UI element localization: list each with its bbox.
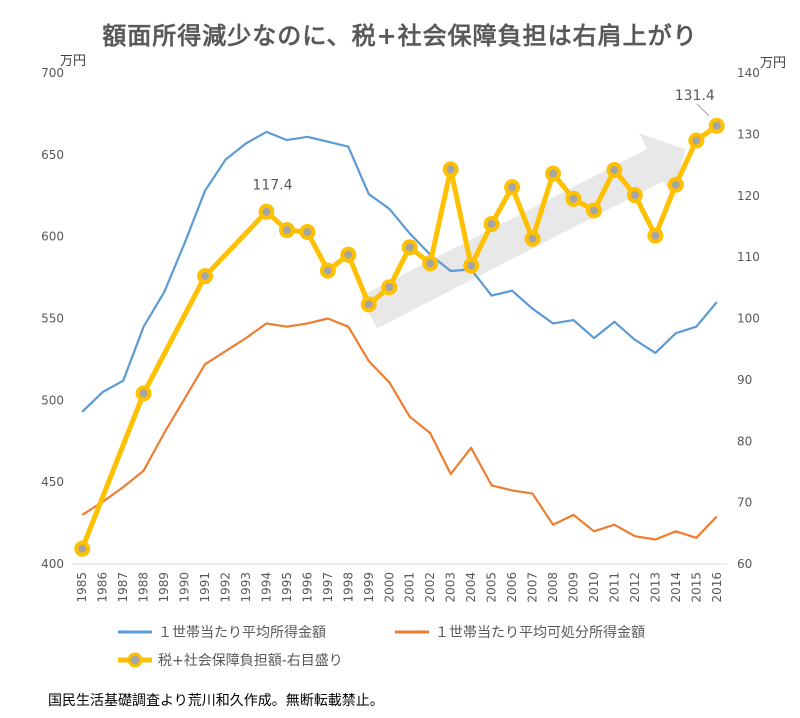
legend-label-burden: 税+社会保障負担額-右目盛り — [158, 653, 343, 669]
burden-point — [610, 165, 619, 174]
source-note: 国民生活基礎調査より荒川和久作成。無断転載禁止。 — [48, 693, 384, 709]
y-left-tick-label: 600 — [41, 230, 64, 244]
burden-point — [549, 169, 558, 178]
legend-swatch-disposable — [395, 630, 429, 634]
burden-point — [569, 194, 578, 203]
burden-point — [303, 227, 312, 236]
burden-point — [323, 266, 332, 275]
x-tick-label: 2009 — [566, 572, 580, 603]
y-right-tick-label: 70 — [737, 496, 752, 510]
burden-point — [262, 207, 271, 216]
burden-point — [201, 272, 210, 281]
x-tick-label: 1994 — [259, 572, 273, 603]
x-tick-label: 1998 — [341, 572, 355, 603]
series-line-disposable — [81, 317, 718, 541]
x-tick-label: 1989 — [157, 572, 171, 603]
burden-point — [385, 283, 394, 292]
legend-label-disposable: １世帯当たり平均可処分所得金額 — [435, 625, 645, 641]
data-label-leader — [696, 103, 710, 117]
y-right-tick-label: 60 — [737, 557, 752, 571]
burden-point — [446, 165, 455, 174]
data-label-2016: 131.4 — [675, 88, 715, 104]
burden-point — [630, 191, 639, 200]
x-tick-label: 2008 — [546, 572, 560, 603]
x-tick-label: 2006 — [505, 572, 519, 603]
x-tick-label: 1986 — [96, 572, 110, 603]
y-left-tick-label: 400 — [41, 557, 64, 571]
y-left-tick-label: 450 — [41, 475, 64, 489]
x-tick-label: 2012 — [628, 572, 642, 603]
x-tick-label: 1990 — [178, 572, 192, 603]
trend-arrow-shape — [360, 133, 686, 329]
burden-point — [344, 250, 353, 259]
x-tick-label: 2003 — [444, 572, 458, 603]
burden-point — [282, 226, 291, 235]
legend-swatch-income — [118, 630, 152, 634]
x-tick-label: 2007 — [526, 572, 540, 603]
data-label-1994: 117.4 — [252, 178, 292, 194]
y-right-tick-label: 110 — [737, 250, 760, 264]
legend-item-burden: 税+社会保障負担額-右目盛り — [118, 650, 343, 670]
burden-point — [139, 389, 148, 398]
x-tick-label: 2016 — [710, 572, 724, 603]
chart-title: 額面所得減少なのに、税+社会保障負担は右肩上がり — [102, 22, 698, 50]
legend-swatch-burden — [118, 652, 152, 668]
series-line-income — [81, 130, 718, 413]
y-right-tick-label: 120 — [737, 189, 760, 203]
y-right-tick-label: 130 — [737, 127, 760, 141]
x-tick-label: 1985 — [75, 572, 89, 603]
y-left-tick-label: 550 — [41, 312, 64, 326]
x-tick-label: 1991 — [198, 572, 212, 603]
x-tick-label: 2010 — [587, 572, 601, 603]
burden-point — [487, 219, 496, 228]
y-left-tick-label: 650 — [41, 148, 64, 162]
y-right-tick-label: 80 — [737, 434, 752, 448]
burden-point — [651, 231, 660, 240]
y-left-tick-label: 700 — [41, 66, 64, 80]
x-tick-label: 1988 — [137, 572, 151, 603]
y-right-tick-label: 100 — [737, 312, 760, 326]
x-tick-label: 2015 — [689, 572, 703, 603]
x-tick-label: 1996 — [300, 572, 314, 603]
burden-point — [528, 234, 537, 243]
burden-point — [671, 180, 680, 189]
x-tick-label: 2000 — [382, 572, 396, 603]
x-tick-label: 1995 — [280, 572, 294, 603]
legend-item-disposable: １世帯当たり平均可処分所得金額 — [395, 622, 645, 642]
burden-point — [467, 261, 476, 270]
burden-point — [692, 136, 701, 145]
burden-point — [508, 183, 517, 192]
x-tick-label: 1987 — [116, 572, 130, 603]
burden-point — [589, 206, 598, 215]
y-left-tick-label: 500 — [41, 393, 64, 407]
y-right-tick-label: 90 — [737, 373, 752, 387]
burden-point — [405, 243, 414, 252]
burden-point — [712, 121, 721, 130]
legend-item-income: １世帯当たり平均所得金額 — [118, 622, 326, 642]
burden-point — [364, 300, 373, 309]
y-right-tick-label: 140 — [737, 66, 760, 80]
left-axis-unit: 万円 — [60, 54, 87, 69]
x-tick-label: 2004 — [464, 572, 478, 603]
x-tick-label: 1993 — [239, 572, 253, 603]
x-tick-label: 1992 — [219, 572, 233, 603]
x-tick-label: 1999 — [362, 572, 376, 603]
x-tick-label: 2001 — [403, 572, 417, 603]
legend-label-income: １世帯当たり平均所得金額 — [158, 625, 326, 641]
x-tick-label: 2014 — [669, 572, 683, 603]
x-tick-label: 2002 — [423, 572, 437, 603]
x-tick-label: 1997 — [321, 572, 335, 603]
right-axis-unit: 万円 — [760, 56, 787, 71]
x-tick-label: 2011 — [607, 572, 621, 603]
burden-point — [426, 259, 435, 268]
burden-point — [78, 544, 87, 553]
x-tick-label: 2013 — [648, 572, 662, 603]
x-tick-label: 2005 — [485, 572, 499, 603]
